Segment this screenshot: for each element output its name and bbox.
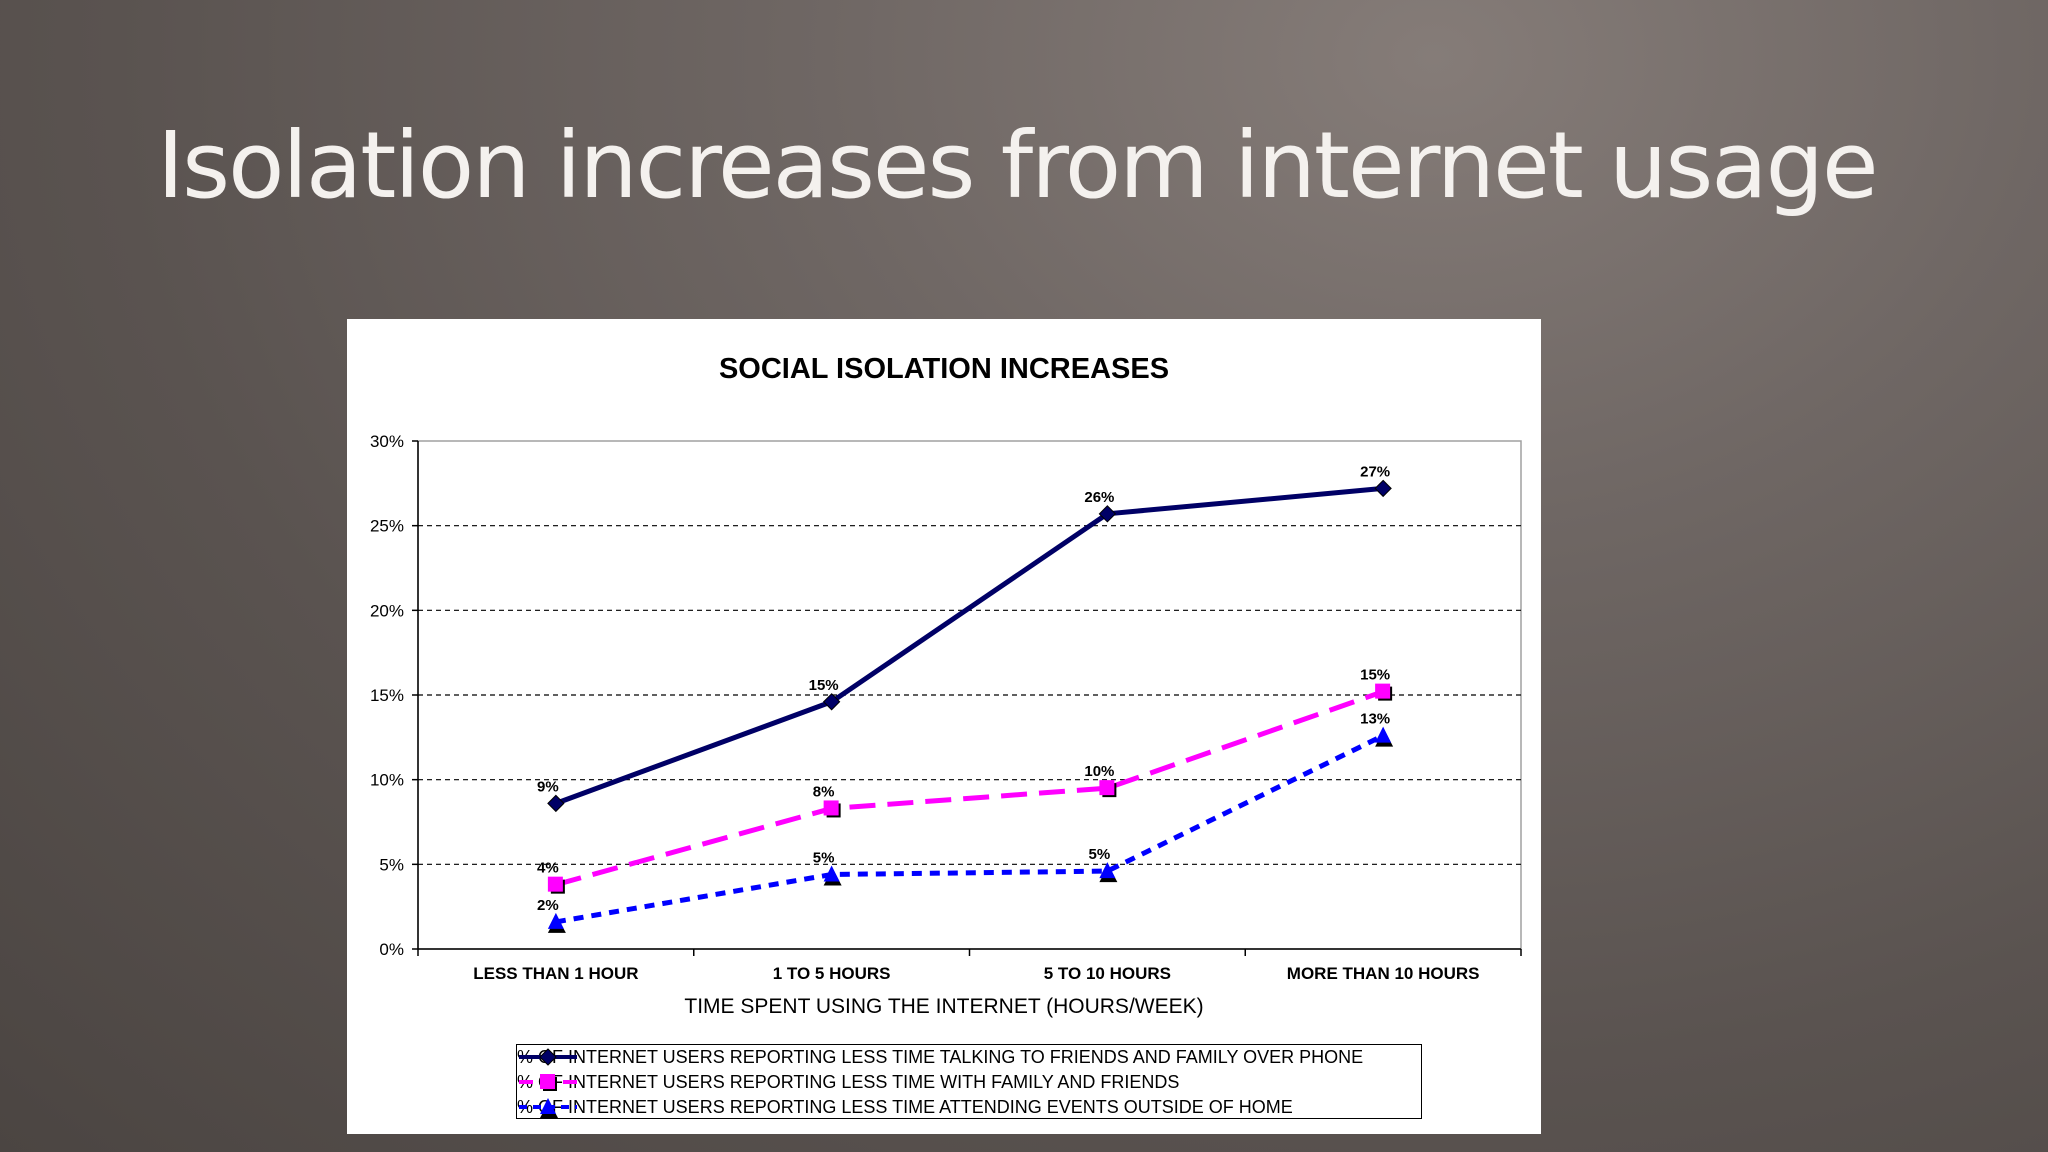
data-point — [1098, 505, 1117, 523]
legend-key-marker — [539, 1048, 557, 1066]
x-tick-label: 1 TO 5 HOURS — [773, 964, 891, 983]
y-tick-label: 15% — [370, 686, 404, 705]
x-tick-label: 5 TO 10 HOURS — [1044, 964, 1171, 983]
legend-item-family: % OF INTERNET USERS REPORTING LESS TIME … — [517, 1070, 1179, 1094]
data-label: 5% — [813, 849, 835, 866]
data-point — [1099, 780, 1115, 796]
data-point — [823, 865, 840, 882]
data-label: 2% — [537, 897, 559, 914]
y-tick-label: 20% — [370, 601, 404, 620]
series-line-1 — [555, 485, 1384, 806]
data-point — [547, 912, 564, 929]
line-chart: 0% 5% 10% 15% 20% 25% 30% LESS THAN 1 HOUR 1 TO … — [370, 432, 1522, 983]
legend-item-phone: % OF INTERNET USERS REPORTING LESS TIME … — [517, 1045, 1363, 1069]
data-label: 9% — [537, 778, 559, 795]
data-point — [822, 693, 841, 711]
data-point — [1375, 683, 1391, 699]
data-point — [547, 794, 565, 813]
chart-legend: % OF INTERNET USERS REPORTING LESS TIME … — [516, 1044, 1422, 1119]
data-point — [547, 876, 563, 892]
legend-label-family: % OF INTERNET USERS REPORTING LESS TIME … — [517, 1071, 1180, 1092]
data-label: 13% — [1360, 711, 1390, 728]
data-point — [823, 800, 839, 816]
legend-key-marker — [540, 1098, 556, 1114]
series-line-3 — [555, 733, 1385, 925]
x-tick-label: LESS THAN 1 HOUR — [473, 964, 638, 983]
slide-title: Isolation increases from internet usage — [157, 112, 1879, 219]
y-tick-label: 30% — [370, 432, 404, 451]
x-tick-label: MORE THAN 10 HOURS — [1287, 964, 1480, 983]
data-point — [1375, 726, 1392, 743]
data-label: 15% — [1360, 667, 1390, 684]
legend-key-marker — [540, 1074, 555, 1089]
legend-label-phone: % OF INTERNET USERS REPORTING LESS TIME … — [517, 1046, 1364, 1067]
legend-key-family — [519, 1074, 577, 1091]
chart-title: SOCIAL ISOLATION INCREASES — [718, 353, 1170, 385]
y-tick-label: 0% — [379, 940, 404, 959]
chart-panel: 0% 5% 10% 15% 20% 25% 30% LESS THAN 1 HOUR 1 TO … — [347, 319, 1541, 1134]
data-label: 8% — [813, 783, 835, 800]
data-label: 26% — [1084, 489, 1114, 506]
data-point — [1099, 862, 1116, 879]
data-label: 4% — [537, 860, 559, 877]
data-label: 10% — [1084, 763, 1114, 780]
data-label: 15% — [809, 677, 839, 694]
data-label: 27% — [1360, 463, 1390, 480]
legend-item-events: % OF INTERNET USERS REPORTING LESS TIME … — [517, 1095, 1293, 1119]
legend-label-events: % OF INTERNET USERS REPORTING LESS TIME … — [517, 1096, 1293, 1117]
y-tick-label: 25% — [370, 517, 404, 536]
data-point — [1374, 479, 1392, 498]
legend-key-events — [519, 1098, 577, 1118]
data-label: 5% — [1089, 846, 1111, 863]
x-axis-title: TIME SPENT USING THE INTERNET (HOURS/WEE… — [684, 995, 1204, 1018]
y-tick-label: 10% — [370, 771, 404, 790]
series-line-2 — [555, 689, 1384, 888]
y-tick-label: 5% — [379, 855, 404, 874]
legend-key-phone — [519, 1048, 577, 1066]
